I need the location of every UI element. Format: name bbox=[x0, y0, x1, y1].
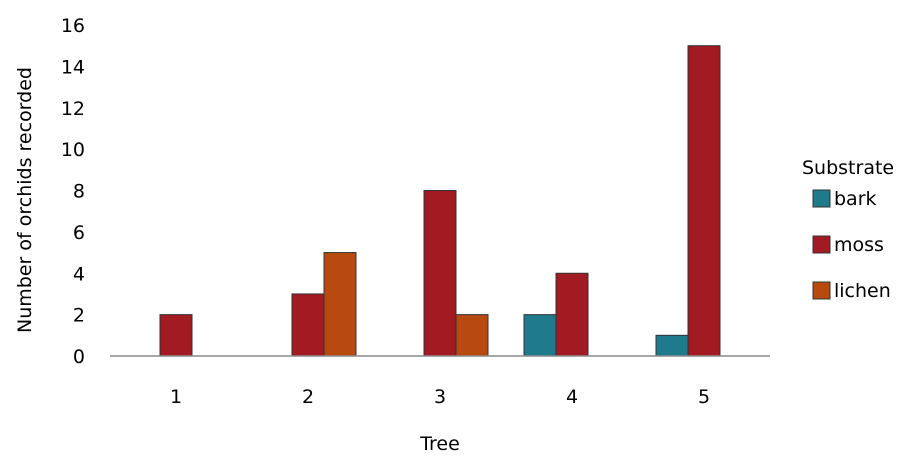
bar-bark-tree-5 bbox=[655, 334, 689, 357]
y-tick-label: 12 bbox=[61, 98, 85, 120]
y-tick-labels: 0 2 4 6 8 10 12 14 16 bbox=[61, 15, 85, 368]
y-tick-label: 4 bbox=[73, 263, 85, 285]
bar-bark-tree-4 bbox=[523, 314, 557, 357]
y-tick-label: 10 bbox=[61, 139, 85, 161]
legend-title: Substrate bbox=[802, 157, 894, 179]
x-tick-label: 1 bbox=[170, 386, 182, 408]
bar-moss-tree-1 bbox=[159, 314, 193, 357]
x-tick-label: 2 bbox=[302, 386, 314, 408]
legend-label-bark: bark bbox=[834, 188, 877, 210]
bar-moss-tree-4 bbox=[555, 272, 589, 357]
bars bbox=[159, 45, 721, 357]
x-tick-label: 4 bbox=[566, 386, 578, 408]
y-tick-label: 6 bbox=[73, 222, 85, 244]
x-tick-label: 3 bbox=[434, 386, 446, 408]
legend-label-moss: moss bbox=[834, 234, 884, 256]
legend-label-lichen: lichen bbox=[834, 280, 891, 302]
bar-moss-tree-5 bbox=[687, 45, 721, 357]
y-axis-title: Number of orchids recorded bbox=[14, 67, 36, 333]
bar-lichen-tree-3 bbox=[455, 314, 489, 357]
x-tick-labels: 1 2 3 4 5 bbox=[170, 386, 710, 408]
x-tick-label: 5 bbox=[698, 386, 710, 408]
bar-moss-tree-2 bbox=[291, 293, 325, 357]
y-tick-label: 14 bbox=[61, 56, 85, 78]
y-tick-label: 0 bbox=[73, 346, 85, 368]
legend-swatch-bark bbox=[812, 189, 831, 208]
legend: bark moss lichen bbox=[812, 188, 891, 302]
y-tick-label: 2 bbox=[73, 305, 85, 327]
x-axis-title: Tree bbox=[419, 433, 460, 455]
bar-lichen-tree-2 bbox=[323, 252, 357, 357]
bar-moss-tree-3 bbox=[423, 190, 457, 357]
legend-swatch-lichen bbox=[812, 281, 831, 300]
y-tick-label: 8 bbox=[73, 181, 85, 203]
legend-swatch-moss bbox=[812, 235, 831, 254]
y-tick-label: 16 bbox=[61, 15, 85, 37]
